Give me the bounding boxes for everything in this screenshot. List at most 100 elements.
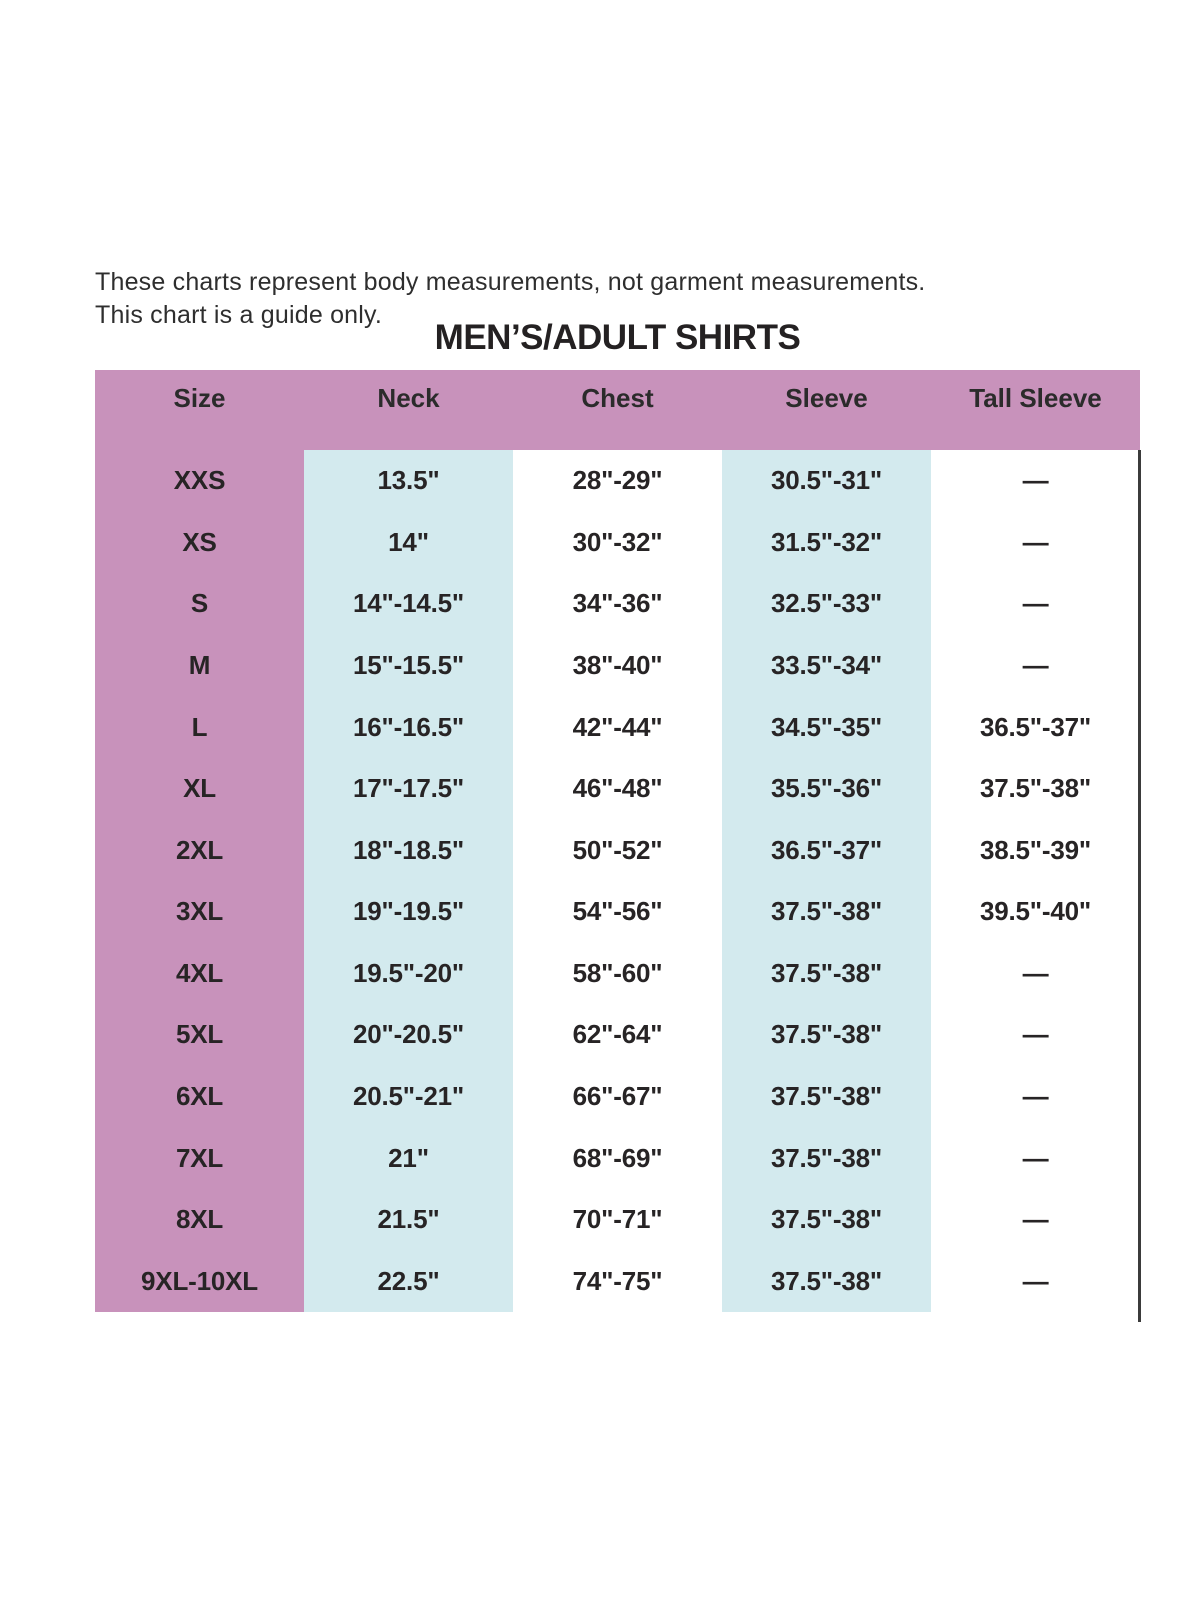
column-stripe-size (95, 450, 304, 1312)
size-cell: M (188, 650, 211, 681)
neck-cell: 19.5"-20" (352, 957, 465, 988)
size-cell: 7XL (175, 1142, 224, 1173)
neck-cell: 21" (388, 1142, 429, 1173)
column-stripe-sleeve (722, 450, 931, 1312)
tall-sleeve-cell: — (1022, 1265, 1049, 1296)
table-body: XXS 13.5" 28"-29" 30.5"-31" — XS 14" 30"-32" 31.… (95, 450, 1140, 1312)
tall-sleeve-cell: — (1022, 957, 1049, 988)
chest-cell: 46"-48" (572, 773, 663, 804)
table-row: S 14"-14.5" 34"-36" 32.5"-33" — (95, 573, 1140, 635)
chest-cell: 42"-44" (572, 711, 663, 742)
chest-cell: 30"-32" (572, 526, 663, 557)
table-row: M 15"-15.5" 38"-40" 33.5"-34" — (95, 635, 1140, 697)
chest-cell: 38"-40" (572, 650, 663, 681)
neck-cell: 15"-15.5" (352, 650, 465, 681)
sleeve-cell: 37.5"-38" (770, 1204, 883, 1235)
neck-cell: 14" (388, 526, 429, 557)
size-cell: 9XL-10XL (141, 1265, 258, 1296)
table-row: 7XL 21" 68"-69" 37.5"-38" — (95, 1127, 1140, 1189)
table-row: XS 14" 30"-32" 31.5"-32" — (95, 512, 1140, 574)
tall-sleeve-cell: — (1022, 1142, 1049, 1173)
size-chart-table: Size Neck Chest Sleeve Tall Sleeve XXS 13… (95, 370, 1141, 1322)
sleeve-cell: 30.5"-31" (770, 465, 883, 496)
column-header-sleeve: Sleeve (785, 383, 868, 413)
size-cell: L (191, 711, 208, 742)
tall-sleeve-cell: 38.5"-39" (979, 834, 1092, 865)
tall-sleeve-cell: — (1022, 588, 1049, 619)
sleeve-cell: 37.5"-38" (770, 1142, 883, 1173)
chest-cell: 70"-71" (572, 1204, 663, 1235)
size-cell: XS (182, 526, 217, 557)
neck-cell: 17"-17.5" (352, 773, 465, 804)
tall-sleeve-cell: 37.5"-38" (979, 773, 1092, 804)
table-row: 4XL 19.5"-20" 58"-60" 37.5"-38" — (95, 943, 1140, 1005)
table-row: L 16"-16.5" 42"-44" 34.5"-35" 36.5"-37" (95, 696, 1140, 758)
neck-cell: 14"-14.5" (352, 588, 465, 619)
sleeve-cell: 32.5"-33" (770, 588, 883, 619)
sleeve-cell: 37.5"-38" (770, 957, 883, 988)
disclaimer-text: These charts represent body measurements… (95, 266, 925, 332)
table-row: 8XL 21.5" 70"-71" 37.5"-38" — (95, 1189, 1140, 1251)
size-cell: 2XL (175, 834, 224, 865)
neck-cell: 18"-18.5" (352, 834, 465, 865)
table-row: 9XL-10XL 22.5" 74"-75" 37.5"-38" — (95, 1251, 1140, 1313)
neck-cell: 22.5" (377, 1265, 440, 1296)
table-row: 3XL 19"-19.5" 54"-56" 37.5"-38" 39.5"-40" (95, 881, 1140, 943)
chest-cell: 34"-36" (572, 588, 663, 619)
table-header-row: Size Neck Chest Sleeve Tall Sleeve (95, 370, 1140, 450)
size-cell: 8XL (175, 1204, 224, 1235)
sleeve-cell: 37.5"-38" (770, 1081, 883, 1112)
table-right-border (1138, 450, 1141, 1322)
neck-cell: 19"-19.5" (352, 896, 465, 927)
table-row: 2XL 18"-18.5" 50"-52" 36.5"-37" 38.5"-39" (95, 819, 1140, 881)
table-row: 5XL 20"-20.5" 62"-64" 37.5"-38" — (95, 1004, 1140, 1066)
table-row: XXS 13.5" 28"-29" 30.5"-31" — (95, 450, 1140, 512)
neck-cell: 13.5" (377, 465, 440, 496)
column-header-tall-sleeve: Tall Sleeve (969, 383, 1102, 413)
chest-cell: 50"-52" (572, 834, 663, 865)
tall-sleeve-cell: 39.5"-40" (979, 896, 1092, 927)
size-cell: XXS (173, 465, 226, 496)
chest-cell: 62"-64" (572, 1019, 663, 1050)
table-rows: XXS 13.5" 28"-29" 30.5"-31" — XS 14" 30"-32" 31.… (95, 450, 1140, 1312)
size-cell: 5XL (175, 1019, 224, 1050)
sleeve-cell: 36.5"-37" (770, 834, 883, 865)
sleeve-cell: 37.5"-38" (770, 1265, 883, 1296)
sleeve-cell: 37.5"-38" (770, 1019, 883, 1050)
neck-cell: 20"-20.5" (352, 1019, 465, 1050)
sleeve-cell: 34.5"-35" (770, 711, 883, 742)
sleeve-cell: 35.5"-36" (770, 773, 883, 804)
chest-cell: 54"-56" (572, 896, 663, 927)
sleeve-cell: 37.5"-38" (770, 896, 883, 927)
disclaimer-line-2: This chart is a guide only. (95, 301, 383, 329)
size-cell: 6XL (175, 1081, 224, 1112)
tall-sleeve-cell: — (1022, 1204, 1049, 1235)
column-header-size: Size (173, 383, 226, 413)
neck-cell: 20.5"-21" (352, 1081, 465, 1112)
disclaimer-line-1: These charts represent body measurements… (95, 268, 926, 296)
column-header-neck: Neck (377, 383, 440, 413)
tall-sleeve-cell: — (1022, 650, 1049, 681)
column-header-chest: Chest (581, 383, 654, 413)
size-cell: 3XL (175, 896, 224, 927)
sleeve-cell: 31.5"-32" (770, 526, 883, 557)
neck-cell: 16"-16.5" (352, 711, 465, 742)
tall-sleeve-cell: — (1022, 465, 1049, 496)
sleeve-cell: 33.5"-34" (770, 650, 883, 681)
chest-cell: 74"-75" (572, 1265, 663, 1296)
table-row: XL 17"-17.5" 46"-48" 35.5"-36" 37.5"-38" (95, 758, 1140, 820)
column-stripe-neck (304, 450, 513, 1312)
tall-sleeve-cell: — (1022, 526, 1049, 557)
size-cell: XL (183, 773, 216, 804)
tall-sleeve-cell: — (1022, 1019, 1049, 1050)
size-cell: 4XL (175, 957, 224, 988)
chest-cell: 68"-69" (572, 1142, 663, 1173)
chart-title: MEN’S/ADULT SHIRTS (434, 318, 801, 357)
neck-cell: 21.5" (377, 1204, 440, 1235)
chest-cell: 66"-67" (572, 1081, 663, 1112)
chest-cell: 28"-29" (572, 465, 663, 496)
table-row: 6XL 20.5"-21" 66"-67" 37.5"-38" — (95, 1066, 1140, 1128)
chest-cell: 58"-60" (572, 957, 663, 988)
size-cell: S (190, 588, 209, 619)
